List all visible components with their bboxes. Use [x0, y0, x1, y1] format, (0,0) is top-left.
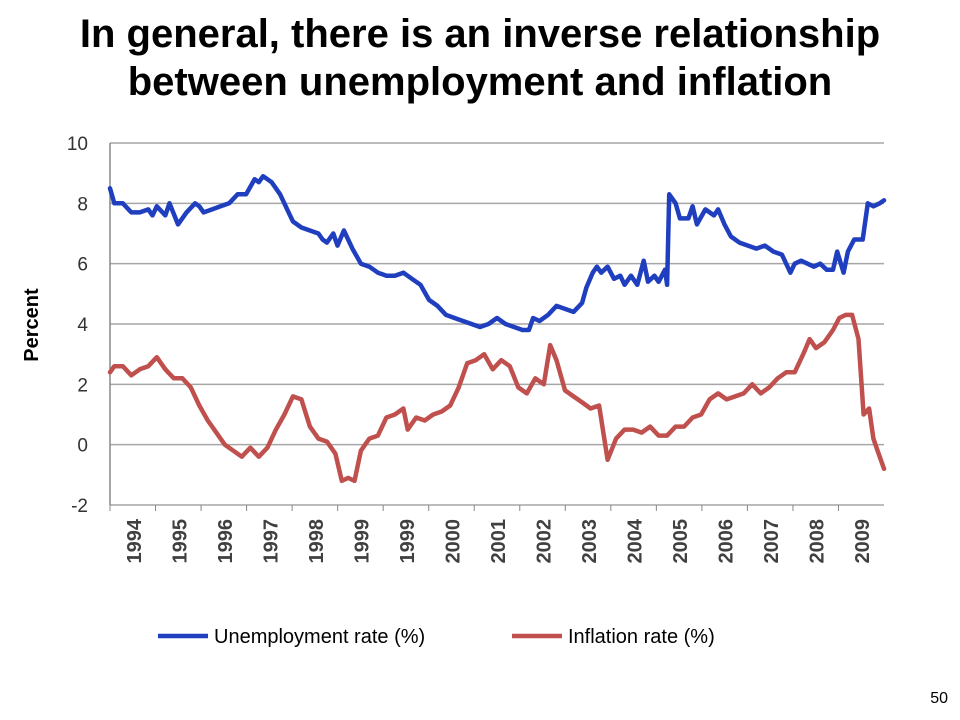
y-tick-label-2: 2: [77, 375, 88, 396]
title-line-1: In general, there is an inverse relation…: [79, 12, 881, 56]
y-tick-label-10: 10: [67, 134, 88, 155]
x-tick-label-2006-13: 2006: [716, 519, 738, 564]
x-tick-label-2000-7: 2000: [442, 519, 464, 564]
x-tick-label-1999-5: 1999: [351, 519, 373, 564]
x-tick-label-2007-14: 2007: [761, 519, 783, 564]
x-tick-label-1999-6: 1999: [397, 519, 419, 564]
x-tick-label-1995-1: 1995: [169, 519, 191, 564]
y-tick-label-4: 4: [77, 315, 88, 336]
legend-inflation-label: Inflation rate (%): [568, 626, 715, 648]
title-line-2: between unemployment and inflation: [127, 60, 833, 104]
inflation-rate-line: [107, 312, 887, 484]
slide-title: In general, there is an inverse relation…: [0, 10, 960, 106]
x-tick-label-2008-15: 2008: [807, 519, 829, 564]
y-axis-label: Percent: [21, 288, 43, 362]
legend-unemployment-label: Unemployment rate (%): [214, 626, 425, 648]
y-tick-label-6: 6: [77, 255, 88, 276]
y-tick-label-8: 8: [77, 194, 88, 215]
page-number: 50: [930, 690, 948, 707]
x-tick-label-1996-2: 1996: [215, 519, 237, 564]
x-tick-label-2001-8: 2001: [488, 519, 510, 564]
x-tick-label-2004-11: 2004: [625, 518, 647, 563]
unemployment-rate-line: [107, 173, 887, 333]
x-tick-label-2003-10: 2003: [579, 519, 601, 564]
y-tick-label-0: 0: [77, 436, 88, 457]
x-tick-label-2002-9: 2002: [534, 519, 556, 564]
y-tick-label--2: -2: [71, 496, 88, 517]
x-tick-label-2009-16: 2009: [852, 519, 874, 564]
x-tick-label-2005-12: 2005: [670, 519, 692, 564]
x-tick-label-1998-4: 1998: [306, 519, 328, 564]
x-tick-label-1994-0: 1994: [124, 518, 146, 563]
x-tick-label-1997-3: 1997: [260, 519, 282, 564]
